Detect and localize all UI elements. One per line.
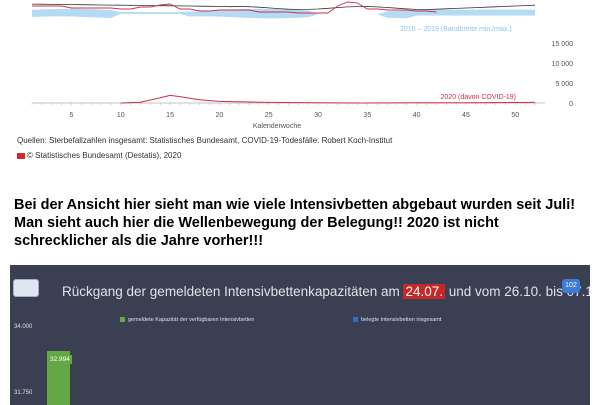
y-tick-label: 10 000 (552, 61, 574, 68)
line-2020-covid (120, 94, 536, 104)
comment-text: Bei der Ansicht hier sieht man wie viele… (14, 197, 576, 249)
x-tick-label: 20 (215, 112, 223, 119)
legend-green-swatch (120, 317, 125, 323)
legend-blue-label: belegte Intensivbetten insgesamt (361, 317, 442, 323)
legend-green: gemeldete Kapazität der verfügbaren Inte… (120, 317, 254, 323)
legend-green-label: gemeldete Kapazität der verfügbaren Inte… (128, 317, 255, 323)
slide-title-date: 24.07. (403, 284, 446, 299)
x-tick-label: 5 (69, 112, 73, 119)
x-tick-label: 25 (265, 112, 273, 119)
slide-y-tick-top: 34.000 (14, 324, 33, 330)
line-mean (31, 3, 536, 11)
destatis-logo-icon (17, 152, 25, 159)
legend-2020-label: 2020 (davon COVID-19) (441, 94, 516, 101)
copyright-label: © Statistisches Bundesamt (Destatis), 20… (27, 151, 182, 160)
slide-logo-icon (13, 279, 39, 297)
x-tick-label: 35 (363, 112, 371, 119)
legend-blue-swatch (353, 317, 358, 323)
mortality-chart-svg: 2016 – 2019 (Bandbreite min./max.) 15 000… (31, 1, 574, 130)
y-tick-label: 5 000 (555, 81, 573, 88)
slide-title-post: und vom 26.10. bis 07.11. (445, 284, 590, 299)
slide-y-tick-bottom: 31.750 (14, 390, 33, 396)
slide-title-pre: Rückgang der gemeldeten Intensivbettenka… (62, 284, 404, 299)
x-tick-label: 45 (462, 112, 470, 119)
y-tick-label: 15 000 (552, 41, 574, 48)
legend-blue: belegte Intensivbetten insgesamt (353, 317, 441, 323)
x-tick-label: 15 (166, 112, 174, 119)
sources-text: Quellen: Sterbefallzahlen insgesamt: Sta… (17, 136, 393, 145)
line-2020-total (32, 1, 437, 14)
x-tick-label: 40 (413, 112, 421, 119)
x-axis-title: Kalenderwoche (253, 123, 301, 130)
capacity-bar-label: 32.994 (48, 355, 72, 364)
y-tick-label: 0 (569, 101, 573, 108)
capacity-bar (47, 351, 70, 405)
x-tick-label: 10 (117, 112, 125, 119)
band-2016-2019 (32, 8, 535, 19)
mortality-chart: 2016 – 2019 (Bandbreite min./max.) 15 000… (0, 0, 600, 165)
x-tick-label: 50 (511, 112, 519, 119)
copyright-text: © Statistisches Bundesamt (Destatis), 20… (17, 151, 181, 160)
slide-number-badge: 102 (562, 279, 580, 293)
legend-band-label: 2016 – 2019 (Bandbreite min./max.) (400, 26, 512, 33)
slide-title: Rückgang der gemeldeten Intensivbettenka… (62, 284, 590, 299)
x-tick-label: 30 (314, 112, 322, 119)
icu-slide: Rückgang der gemeldeten Intensivbettenka… (10, 265, 590, 405)
